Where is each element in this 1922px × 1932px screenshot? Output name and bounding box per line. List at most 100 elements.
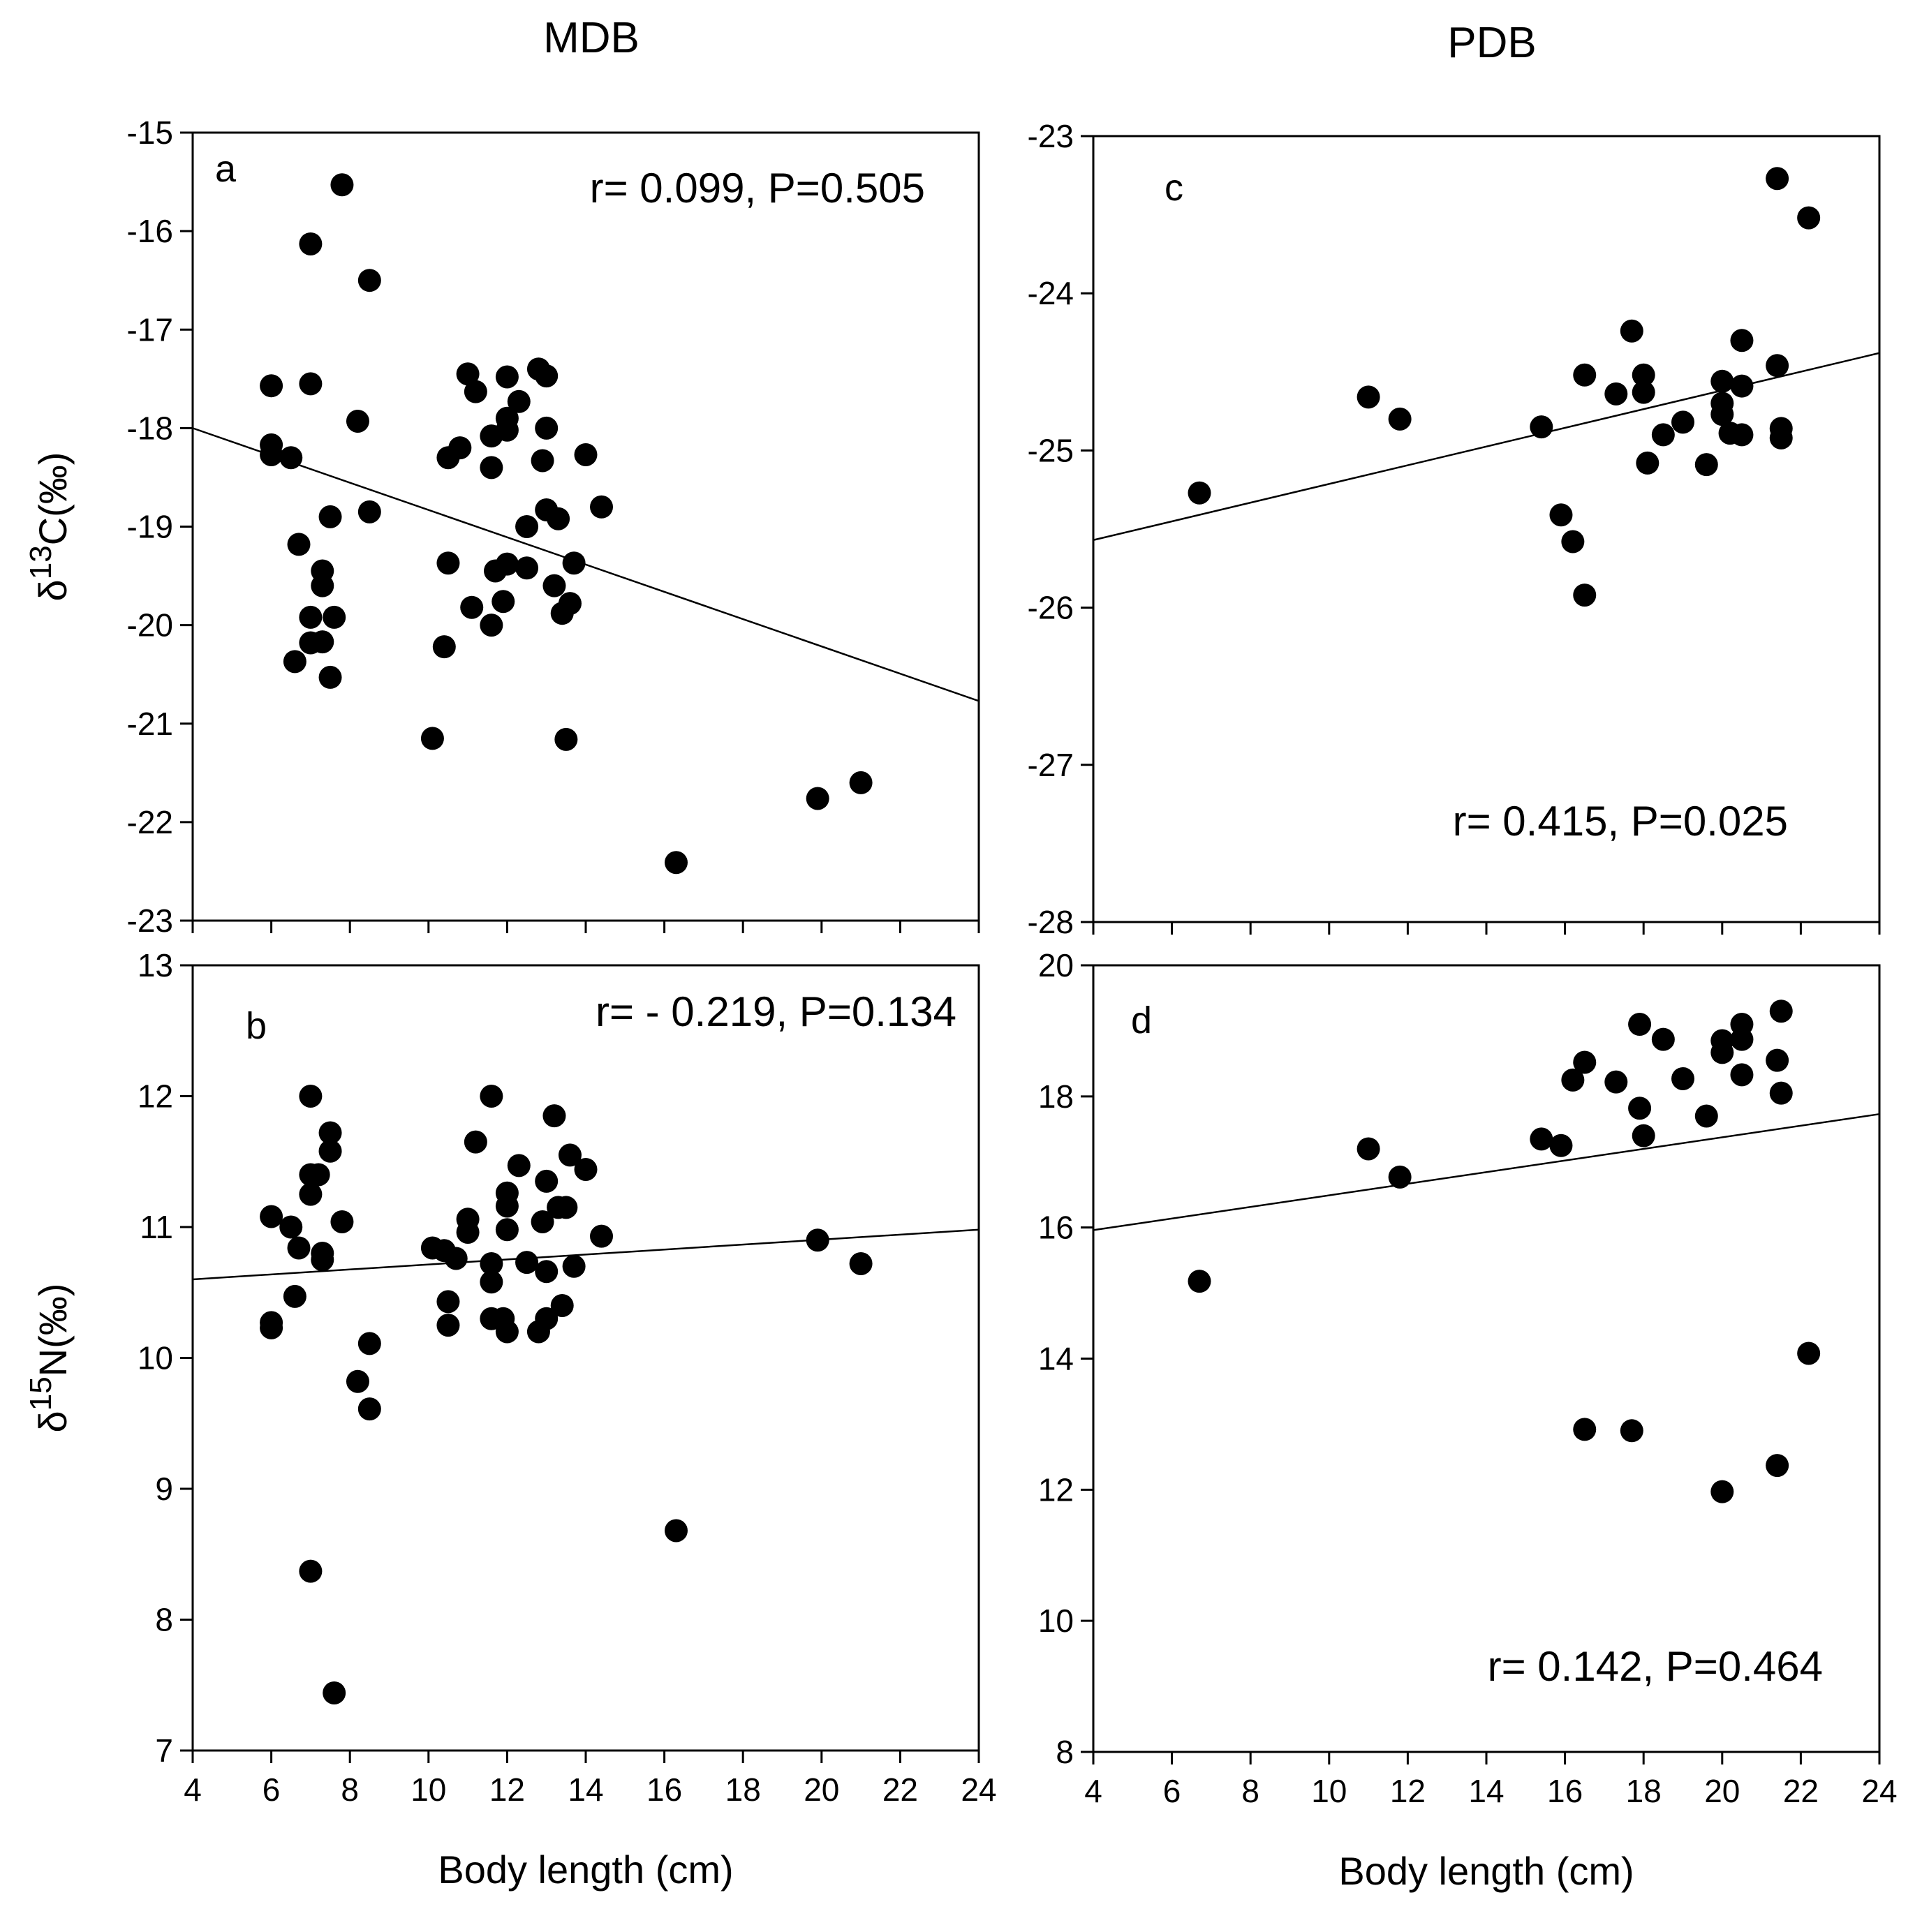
y-axis-title-delta: δ <box>31 1411 75 1432</box>
data-point <box>480 1252 503 1275</box>
y-axis-title-element: N(‰) <box>31 1284 75 1377</box>
plot-frame <box>1092 964 1881 1753</box>
y-tick-label: 9 <box>155 1471 173 1507</box>
data-point <box>1357 1137 1380 1161</box>
y-tick-label: 8 <box>1056 1734 1074 1770</box>
panel-letter: d <box>1131 1000 1152 1041</box>
data-point <box>1797 206 1821 230</box>
data-point <box>346 409 369 433</box>
data-point <box>436 551 460 575</box>
data-point <box>432 635 456 659</box>
data-point <box>1636 451 1659 475</box>
plot-frame <box>191 964 980 1752</box>
data-point <box>1561 1068 1585 1092</box>
regression-line <box>1093 1113 1880 1231</box>
data-point <box>1604 1070 1628 1094</box>
data-point <box>323 1681 346 1704</box>
x-tick-label: 16 <box>646 1771 682 1808</box>
data-point <box>1730 423 1754 447</box>
y-tick-label: 10 <box>138 1340 173 1376</box>
regression-line <box>192 427 980 702</box>
data-point <box>357 1332 381 1355</box>
y-tick-label: -15 <box>127 114 173 151</box>
y-axis-title-delta: δ <box>31 579 75 601</box>
data-point <box>562 551 586 575</box>
data-point <box>260 1205 283 1228</box>
x-tick-label: 18 <box>725 1771 761 1808</box>
data-point <box>1651 423 1675 447</box>
data-point <box>806 787 829 810</box>
data-point <box>1573 1418 1597 1441</box>
x-tick-label: 20 <box>1704 1773 1740 1809</box>
data-point <box>558 592 582 616</box>
x-tick-label: 4 <box>184 1771 202 1808</box>
data-point <box>1766 1048 1789 1072</box>
data-point <box>464 1130 487 1154</box>
data-point <box>1549 1134 1573 1157</box>
y-axis-title-mass: 13 <box>24 545 58 579</box>
data-point <box>535 1169 559 1193</box>
data-point <box>1766 354 1789 378</box>
chart-panel-c: -28 -27 -26 -25 -24 -23 c r= 0.415, P=0.025 <box>1028 118 1881 940</box>
data-point <box>1632 1124 1655 1147</box>
data-point <box>420 727 444 750</box>
data-point <box>542 1104 566 1128</box>
x-tick-label: 22 <box>882 1771 918 1808</box>
data-point <box>562 1254 586 1278</box>
data-point <box>1694 1104 1718 1128</box>
data-point <box>1671 410 1694 434</box>
data-point <box>1628 1013 1652 1036</box>
data-point <box>495 1194 519 1218</box>
data-point <box>547 507 570 530</box>
x-tick-label: 4 <box>1084 1773 1102 1809</box>
data-point <box>318 1121 342 1145</box>
y-axis-title-element: C(‰) <box>31 452 75 546</box>
data-point <box>1730 1027 1754 1051</box>
data-point <box>1530 1127 1553 1151</box>
y-tick-label: 8 <box>155 1602 173 1638</box>
data-point <box>531 1210 554 1233</box>
data-point <box>849 771 873 794</box>
panel-letter: b <box>246 1005 267 1047</box>
data-point <box>357 500 381 523</box>
data-point <box>279 446 303 470</box>
x-tick-label: 6 <box>263 1771 281 1808</box>
data-point <box>299 1085 323 1108</box>
data-point <box>299 1559 323 1583</box>
x-tick-label: 24 <box>1861 1773 1897 1809</box>
data-point <box>590 495 614 519</box>
stats-annotation: r= 0.099, P=0.505 <box>590 165 925 211</box>
data-point <box>456 1221 480 1244</box>
data-point <box>1530 415 1553 439</box>
data-point <box>535 364 559 388</box>
data-point <box>306 1163 330 1187</box>
chart-panel-b: 7 8 9 10 11 12 13 4 6 8 10 12 14 16 18 20 22 24 Body lengt… <box>24 947 997 1892</box>
data-point <box>495 1320 519 1344</box>
data-point <box>480 456 503 480</box>
data-point <box>1769 1081 1793 1105</box>
data-point <box>495 552 519 576</box>
data-point <box>1710 403 1734 426</box>
data-point <box>311 1248 334 1272</box>
data-point <box>1730 1063 1754 1087</box>
data-point <box>444 1247 468 1270</box>
data-point <box>1549 503 1573 527</box>
data-point <box>287 1236 311 1260</box>
y-tick-label: -17 <box>127 311 173 348</box>
data-point <box>480 1085 503 1108</box>
data-point <box>1188 1270 1211 1293</box>
regression-line <box>1093 352 1880 541</box>
column-title-pdb: PDB <box>1447 19 1536 67</box>
y-tick-label: -25 <box>1028 432 1074 468</box>
data-point <box>436 1314 460 1337</box>
x-axis-title: Body length (cm) <box>1338 1849 1634 1893</box>
x-tick-label: 10 <box>411 1771 446 1808</box>
data-point <box>456 362 480 386</box>
data-point <box>507 1154 531 1177</box>
stats-annotation: r= 0.415, P=0.025 <box>1453 798 1788 845</box>
data-point <box>507 389 531 413</box>
data-point <box>357 269 381 292</box>
chart-panel-a: -23 -22 -21 -20 -19 -18 -17 -16 -15 δ13C(‰) a r= 0.… <box>24 114 980 939</box>
y-tick-label: 10 <box>1038 1603 1074 1639</box>
